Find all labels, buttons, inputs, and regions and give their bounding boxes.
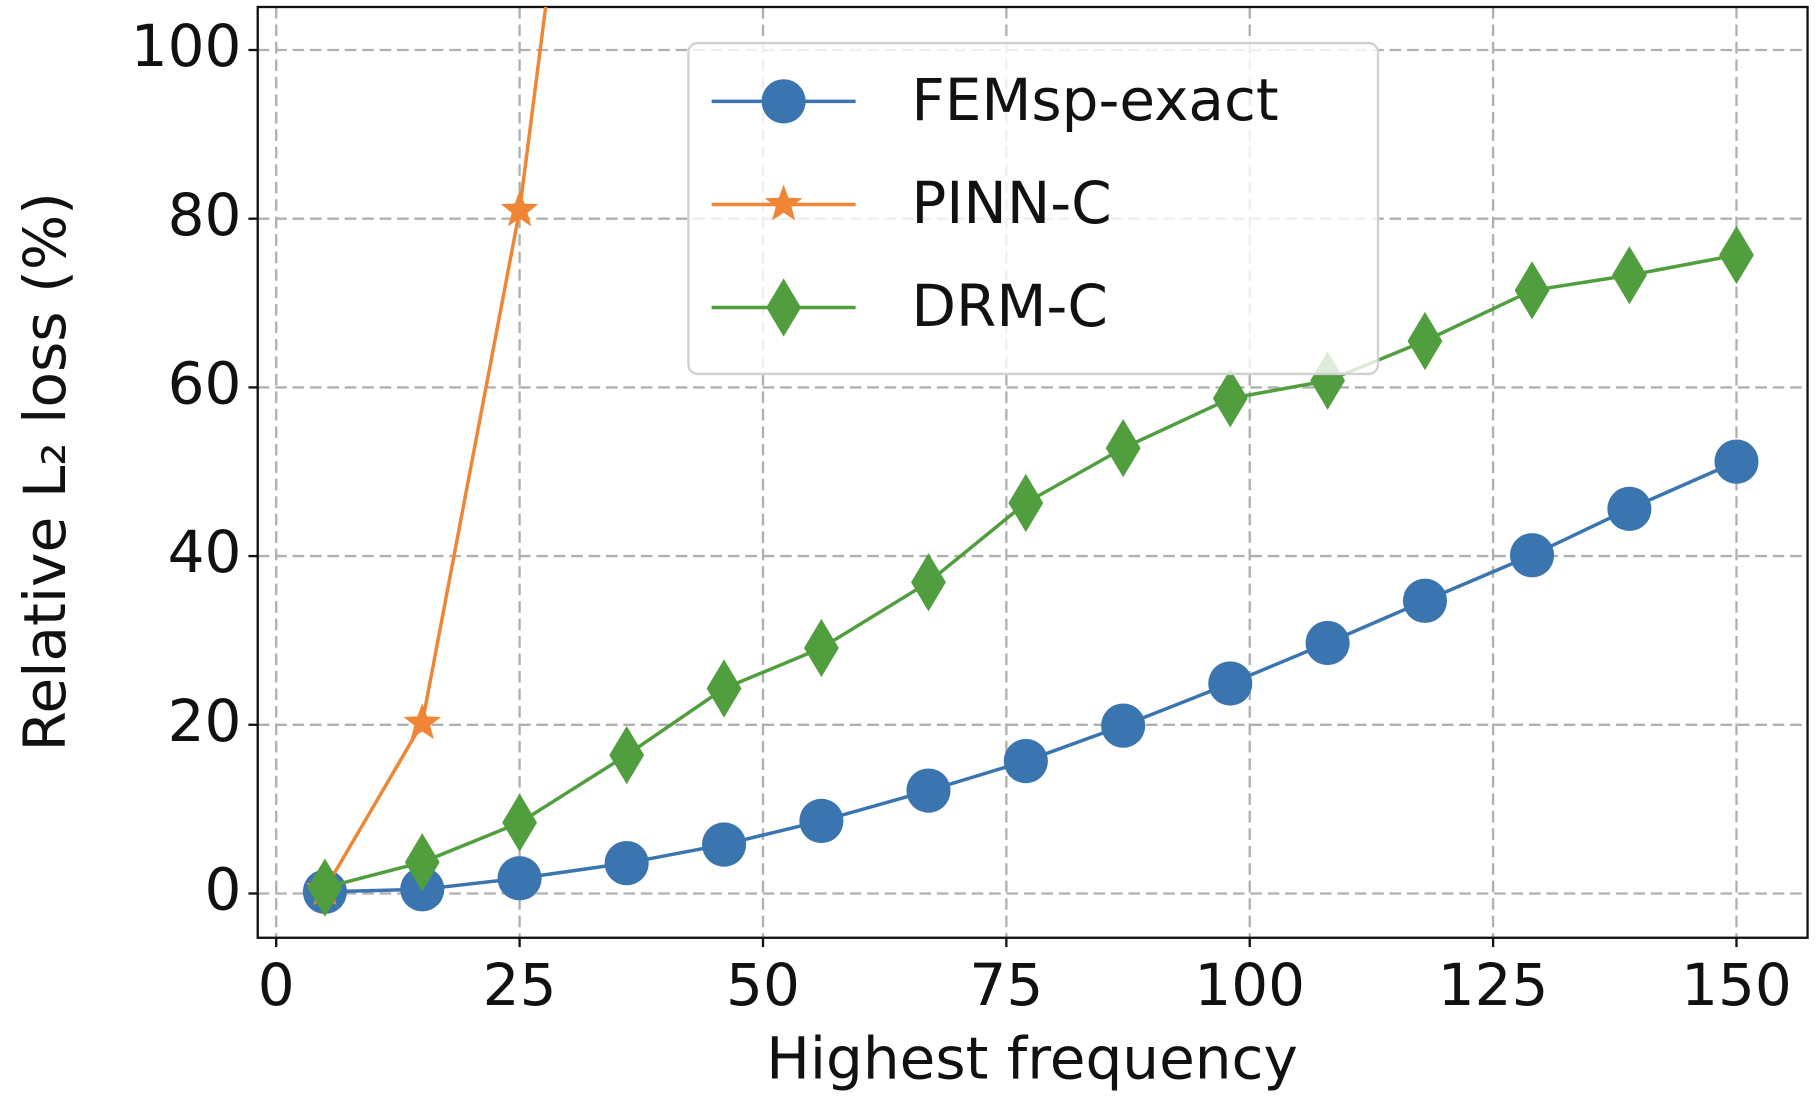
marker: [1212, 369, 1248, 428]
marker: [1611, 246, 1647, 305]
x-tick-label: 100: [1194, 951, 1305, 1019]
marker: [1607, 486, 1652, 531]
marker: [799, 798, 844, 844]
marker: [761, 79, 806, 124]
x-tick-label: 25: [483, 951, 557, 1019]
y-tick-label: 20: [168, 687, 242, 755]
marker: [1509, 533, 1555, 578]
marker: [1714, 439, 1759, 484]
legend-box: [687, 41, 1380, 376]
marker: [403, 703, 442, 740]
x-tick-label: 0: [258, 951, 295, 1019]
x-axis-label: Highest frequency: [766, 1024, 1298, 1092]
marker: [1514, 261, 1550, 320]
marker: [404, 833, 440, 892]
marker: [766, 278, 802, 337]
marker: [1008, 473, 1044, 533]
marker: [906, 768, 951, 813]
x-tick-label: 50: [726, 951, 800, 1019]
marker: [1719, 225, 1754, 285]
legend-label: PINN-C: [911, 169, 1111, 237]
y-tick-label: 0: [205, 856, 242, 924]
y-tick-label: 40: [168, 518, 242, 586]
marker: [1105, 419, 1141, 478]
plot-frame: [256, 5, 1809, 939]
x-tick-label: 125: [1438, 951, 1549, 1019]
y-tick-label: 100: [131, 12, 242, 80]
marker: [497, 856, 542, 901]
x-tick-label: 150: [1681, 951, 1792, 1019]
marker: [911, 553, 946, 612]
marker: [706, 659, 742, 718]
marker: [701, 822, 747, 867]
y-tick-label: 60: [168, 349, 242, 417]
y-tick-label: 80: [168, 181, 242, 249]
marker: [500, 190, 539, 227]
marker: [502, 793, 538, 852]
marker: [1305, 620, 1350, 666]
x-tick-label: 75: [969, 951, 1043, 1019]
marker: [604, 840, 649, 886]
marker: [1407, 311, 1443, 371]
y-axis-label: Relative L₂ loss (%): [11, 192, 79, 751]
legend-label: DRM-C: [911, 272, 1108, 340]
legend-label: FEMsp-exact: [911, 66, 1278, 134]
marker: [609, 726, 645, 785]
marker: [1101, 703, 1146, 748]
line: [324, 460, 1738, 894]
line: [323, 6, 548, 891]
marker: [1208, 661, 1253, 706]
marker: [764, 184, 803, 221]
marker: [803, 618, 839, 678]
marker: [1003, 738, 1048, 784]
marker: [1402, 578, 1448, 623]
